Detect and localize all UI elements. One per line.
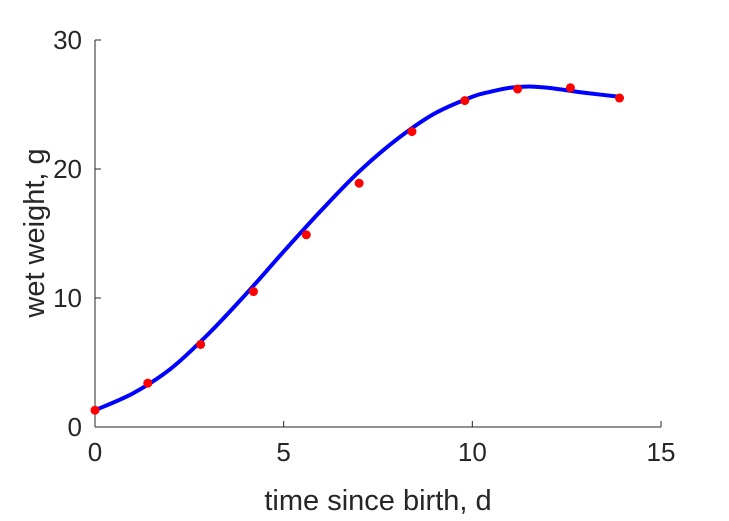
series (90, 83, 624, 415)
data-point (460, 96, 470, 106)
data-point (248, 287, 258, 297)
data-point (143, 378, 153, 388)
data-point (90, 405, 100, 415)
x-tick-label: 0 (88, 437, 102, 467)
y-tick-label: 10 (53, 283, 82, 313)
y-tick-label: 30 (53, 25, 82, 55)
data-point (354, 178, 364, 188)
axes (94, 40, 661, 428)
x-axis-title: time since birth, d (264, 485, 491, 517)
data-point (301, 230, 311, 240)
data-point (196, 339, 206, 349)
y-tick-label: 0 (68, 412, 82, 442)
ticks: 0 5 10 15 0 10 20 30 (53, 25, 675, 467)
data-point (565, 83, 575, 93)
fit-curve (93, 84, 622, 413)
x-tick-label: 15 (647, 437, 676, 467)
data-point (513, 84, 523, 94)
x-tick-label: 5 (276, 437, 290, 467)
y-tick-label: 20 (53, 154, 82, 184)
x-tick-label: 10 (458, 437, 487, 467)
data-point (407, 127, 417, 137)
y-axis-title: wet weight, g (19, 148, 51, 318)
data-point (614, 93, 624, 103)
